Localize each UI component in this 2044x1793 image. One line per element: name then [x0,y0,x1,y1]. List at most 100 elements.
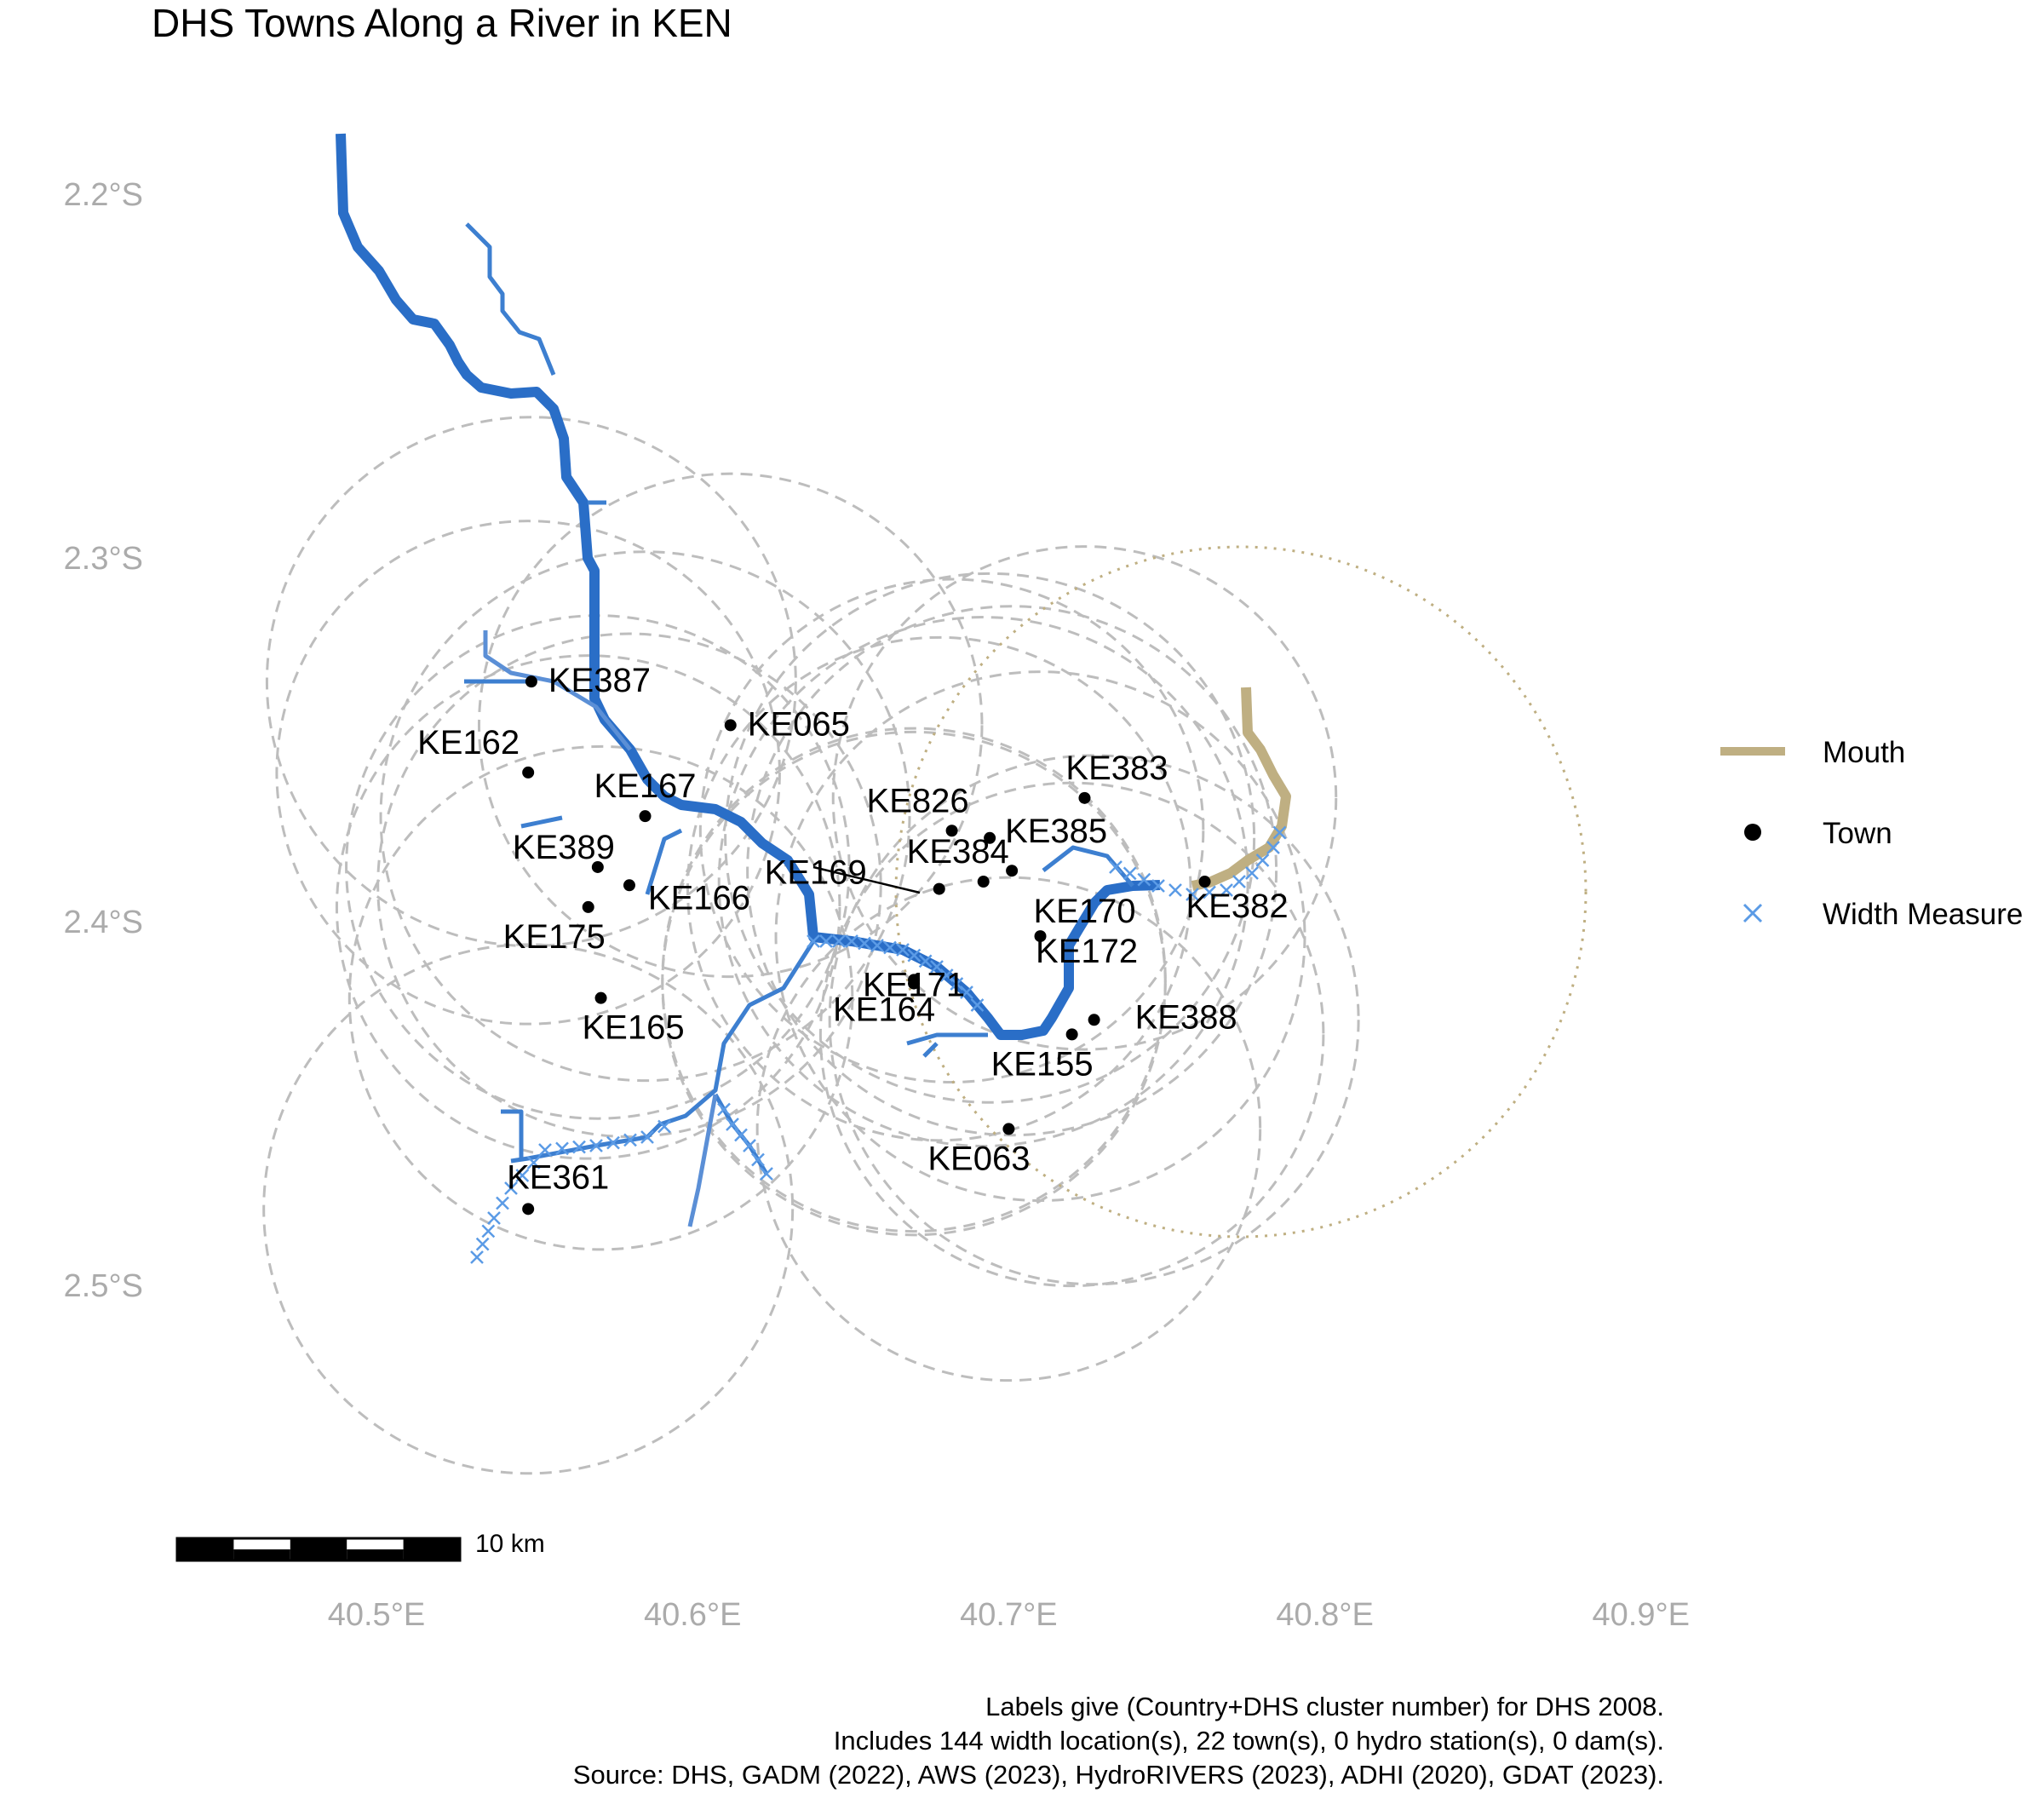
width-measure [504,1181,518,1195]
town-marker [525,675,537,688]
town-label: KE389 [513,829,615,866]
caption-line-1: Labels give (Country+DHS cluster number)… [985,1692,1664,1721]
town-marker [582,900,594,913]
buffer-circle [376,632,882,1139]
town-label: KE175 [503,918,606,956]
width-measure [1266,841,1280,854]
tributary [1042,845,1134,888]
label-leaders [812,865,921,894]
town-marker [1006,865,1019,877]
buffer-circle [746,605,1278,1137]
legend-item-mouth: Mouth [1720,734,2044,769]
y-tick-label: 2.3°S [64,541,143,577]
town-label: KE169 [765,854,867,892]
x-tick-label: 40.9°E [1593,1597,1691,1633]
buffer-circle [717,616,1249,1148]
width-measure [496,1196,509,1210]
width-measure [623,1133,637,1147]
town-marker [522,766,535,779]
town-label: KE166 [648,879,750,917]
mouth-line-icon [1720,747,1785,756]
width-cross-icon [1743,903,1763,923]
y-tick-label: 2.5°S [64,1268,143,1304]
town-marker [1065,1028,1078,1041]
width-measure [970,998,985,1012]
width-measure [807,934,820,948]
axis-ticks: 40.5°E 40.6°E 40.7°E 40.8°E 40.9°E 2.2°S 2.3°S… [64,177,1690,1633]
tributary [687,1094,718,1227]
scale-bar-label: 10 km [475,1530,545,1558]
map-title: DHS Towns Along a River in KEN [152,1,732,45]
width-measure [572,1140,586,1154]
width-measure [1203,885,1216,899]
buffer-circle [262,943,795,1475]
width-measure [896,943,910,957]
town-dot-icon [1744,824,1761,841]
town-marker [724,719,737,732]
y-tick-label: 2.2°S [64,177,143,213]
x-tick-label: 40.6°E [644,1597,742,1633]
town-marker [522,1203,535,1215]
town-marker [1034,930,1047,943]
width-measure [1272,825,1287,840]
width-measure [1151,879,1165,893]
river-network [336,133,1161,1227]
town-label: KE162 [417,724,520,761]
town-label: KE164 [833,991,935,1028]
mouth-buffer-circle [894,545,1588,1238]
width-measure [657,1119,671,1134]
town-label: KE383 [1065,750,1168,787]
caption: Labels give (Country+DHS cluster number)… [573,1690,1664,1792]
width-measure [555,1141,569,1156]
width-measure [538,1143,552,1157]
width-measure [819,934,833,948]
town-label: KE170 [1033,893,1135,930]
scale-bar-segment [233,1549,290,1560]
scale-bar [175,1537,462,1562]
width-measure [743,1139,756,1152]
label-leader-line [812,865,921,894]
width-measure [845,934,858,948]
width-measure [1232,875,1246,888]
tributary [510,940,816,1164]
town-label: KE063 [927,1140,1030,1177]
town-label: KE172 [1036,933,1138,970]
width-measure [589,1139,603,1152]
buffer-circle [379,550,911,1083]
x-tick-label: 40.8°E [1276,1597,1374,1633]
river-mouth [1191,687,1291,891]
width-measures [470,825,1287,1264]
town-marker [623,879,635,892]
tributary [465,222,556,376]
buffer-circles [262,416,1588,1475]
town-labels: KE387 KE162 KE065 KE167 KE826 KE383 KE385 KE389… [417,662,1289,1196]
width-measure [918,954,933,968]
width-measure [475,1237,490,1251]
width-measure [515,1169,530,1182]
town-marker [908,974,921,986]
width-measure [1220,883,1233,897]
town-label: KE826 [867,782,969,819]
width-measure [751,1152,765,1167]
caption-line-2: Includes 144 width location(s), 22 town(… [833,1726,1664,1756]
width-measure [960,986,973,999]
width-measure [1122,866,1137,881]
width-measure [481,1224,496,1238]
town-marker [1088,1014,1100,1026]
buffer-circle [347,744,854,1251]
town-label: KE385 [1005,813,1107,850]
legend-label-width: Width Measure [1823,898,2024,931]
width-measure [858,936,871,951]
tributary [501,1109,524,1161]
buffer-circle [275,520,781,1026]
tributary [520,815,563,829]
x-tick-label: 40.7°E [960,1597,1058,1633]
buffer-circle [265,416,797,948]
buffer-circle [477,472,984,979]
width-measure [1245,866,1259,880]
width-measure [726,1118,739,1131]
town-label: KE388 [1135,998,1237,1036]
tributary [906,1032,988,1046]
width-measure [470,1250,484,1264]
